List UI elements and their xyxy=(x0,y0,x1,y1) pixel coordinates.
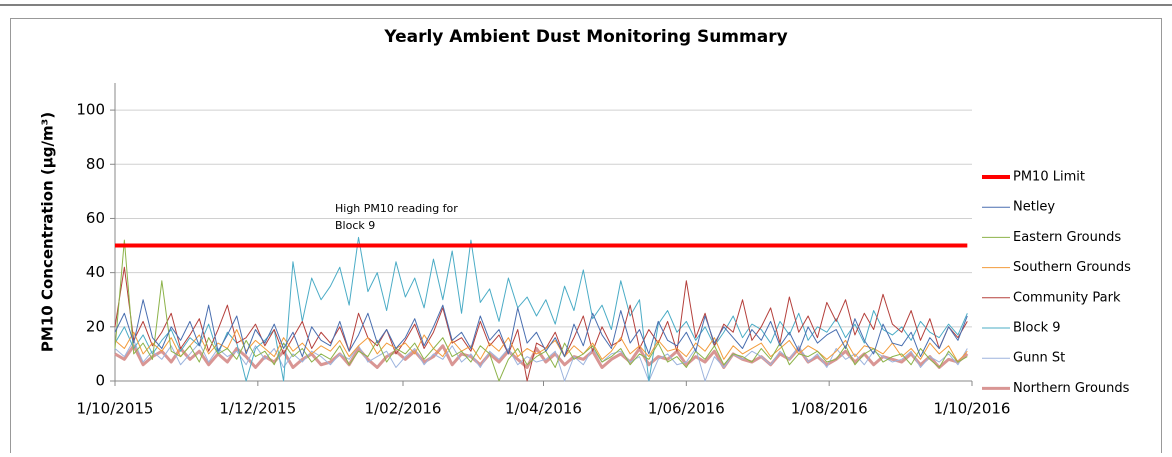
chart-title: Yearly Ambient Dust Monitoring Summary xyxy=(383,27,787,47)
legend-label: Netley xyxy=(1013,200,1055,215)
y-tick-label: 20 xyxy=(86,317,105,335)
series-line xyxy=(114,329,968,363)
annotation: Block 9 xyxy=(335,219,375,232)
annotation: High PM10 reading for xyxy=(335,202,458,215)
series-line xyxy=(114,299,968,358)
series-line xyxy=(114,239,968,382)
x-tick-label: 1/06/2016 xyxy=(648,400,725,418)
x-tick-label: 1/10/2016 xyxy=(934,400,1011,418)
x-tick-label: 1/04/2016 xyxy=(505,400,582,418)
legend-label: PM10 Limit xyxy=(1013,170,1085,185)
y-tick-label: 40 xyxy=(86,263,105,281)
chart-frame xyxy=(10,18,1162,457)
y-tick-label: 100 xyxy=(76,101,105,119)
legend-label: Block 9 xyxy=(1013,321,1061,336)
series-line xyxy=(114,344,969,369)
y-axis-label: PM10 Concentration (µg/m³) xyxy=(39,112,57,352)
y-tick-label: 80 xyxy=(86,155,105,173)
series-line xyxy=(114,339,968,382)
y-tick-label: 0 xyxy=(95,372,105,390)
series-line xyxy=(114,236,968,382)
x-tick-label: 1/08/2016 xyxy=(791,400,868,418)
series-line xyxy=(114,266,968,382)
legend-label: Northern Grounds xyxy=(1013,381,1130,396)
x-tick-label: 1/02/2016 xyxy=(365,400,442,418)
legend-label: Eastern Grounds xyxy=(1013,230,1121,245)
x-tick-label: 1/12/2015 xyxy=(219,400,296,418)
legend-label: Gunn St xyxy=(1013,351,1065,366)
legend-label: Community Park xyxy=(1013,290,1121,305)
y-tick-label: 60 xyxy=(86,209,105,227)
legend-label: Southern Grounds xyxy=(1013,260,1131,275)
x-tick-label: 1/10/2015 xyxy=(77,400,154,418)
